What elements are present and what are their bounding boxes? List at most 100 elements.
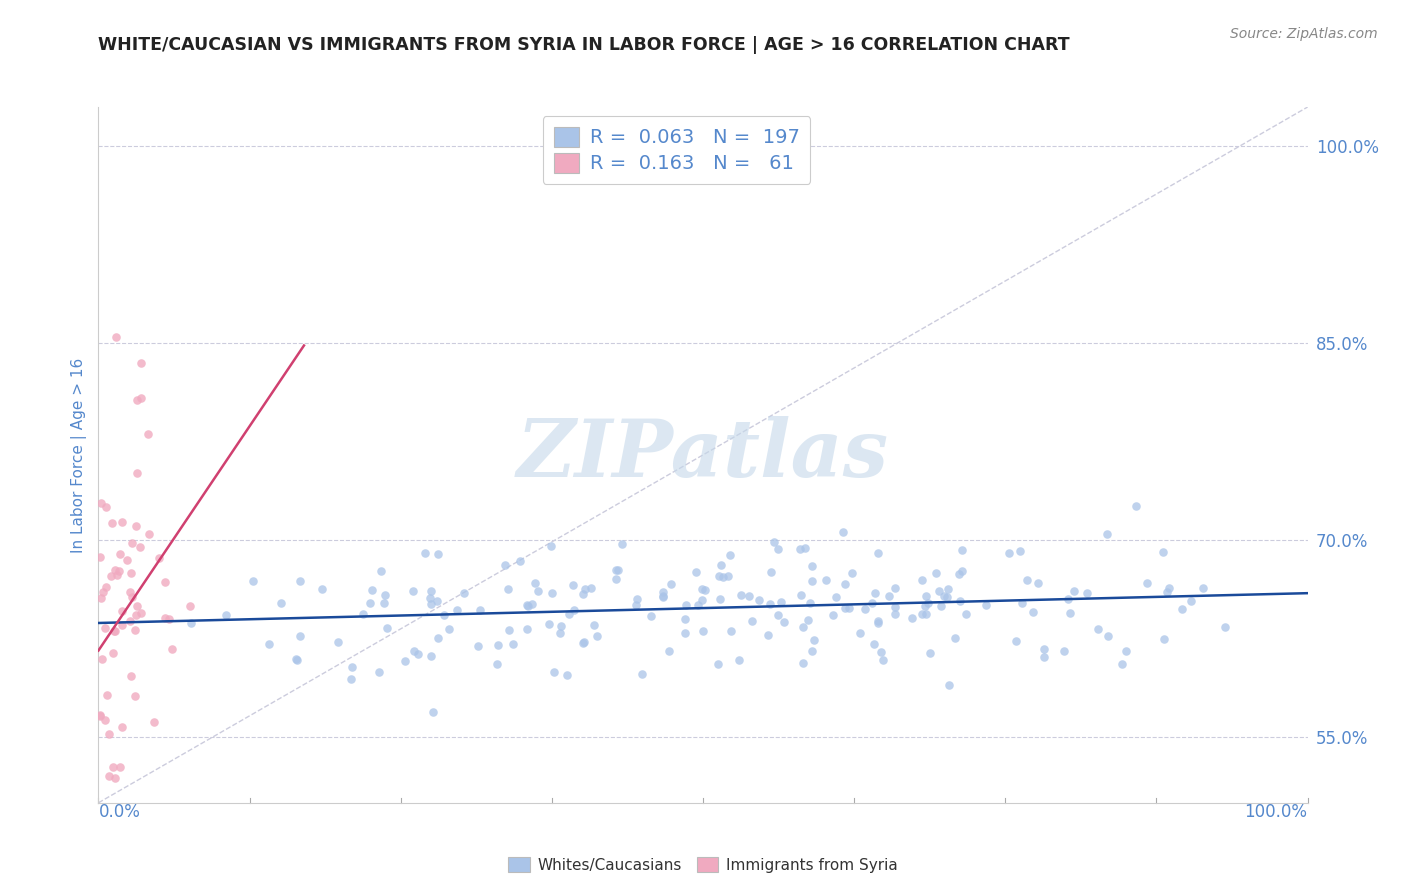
Point [709, 592, 731, 607]
Point [96, 688, 118, 702]
Point [866, 615, 889, 629]
Point [799, 596, 821, 610]
Point [1152, 545, 1174, 559]
Point [131, 356, 153, 370]
Point [540, 539, 562, 553]
Point [730, 588, 752, 602]
Point [692, 593, 714, 607]
Point [453, 586, 475, 600]
Point [790, 588, 813, 602]
Point [582, 617, 605, 632]
Point [914, 607, 936, 621]
Point [420, 583, 443, 598]
Point [517, 599, 540, 613]
Point [311, 582, 333, 596]
Point [426, 593, 449, 607]
Point [111, 516, 134, 530]
Point [142, 715, 165, 730]
Point [605, 572, 627, 586]
Point [420, 648, 443, 663]
Point [766, 541, 789, 556]
Point [402, 583, 425, 598]
Point [121, 536, 143, 550]
Point [104, 330, 127, 344]
Point [803, 633, 825, 648]
Point [1115, 643, 1137, 657]
Point [868, 546, 890, 560]
Point [427, 547, 450, 561]
Point [652, 590, 675, 604]
Point [741, 614, 763, 628]
Point [104, 563, 127, 577]
Point [108, 760, 131, 774]
Point [832, 524, 855, 539]
Point [427, 631, 450, 645]
Point [1097, 629, 1119, 643]
Point [105, 568, 128, 582]
Point [1135, 576, 1157, 591]
Point [370, 564, 392, 578]
Point [761, 566, 783, 580]
Point [98, 727, 121, 741]
Point [1180, 594, 1202, 608]
Point [340, 672, 363, 686]
Point [853, 602, 876, 616]
Point [100, 516, 122, 530]
Point [1213, 620, 1236, 634]
Point [792, 620, 814, 634]
Point [789, 541, 811, 556]
Point [120, 669, 142, 683]
Point [377, 621, 399, 635]
Point [328, 635, 350, 649]
Point [675, 599, 697, 613]
Point [90, 495, 112, 509]
Point [129, 391, 152, 405]
Point [1032, 649, 1054, 664]
Point [1033, 641, 1056, 656]
Point [94, 500, 117, 515]
Point [718, 548, 741, 562]
Point [93, 714, 115, 728]
Point [949, 593, 972, 607]
Point [624, 599, 647, 613]
Point [148, 551, 170, 566]
Point [869, 644, 891, 658]
Point [1015, 573, 1038, 587]
Y-axis label: In Labor Force | Age > 16: In Labor Force | Age > 16 [72, 358, 87, 552]
Point [285, 653, 308, 667]
Point [579, 582, 602, 596]
Point [825, 590, 848, 604]
Point [129, 540, 152, 554]
Point [572, 587, 595, 601]
Point [834, 576, 856, 591]
Point [841, 566, 863, 581]
Point [1008, 544, 1031, 558]
Point [494, 558, 516, 573]
Point [404, 644, 426, 658]
Point [115, 553, 138, 567]
Point [1159, 581, 1181, 595]
Point [717, 569, 740, 583]
Point [496, 582, 519, 597]
Point [711, 569, 734, 583]
Point [486, 639, 509, 653]
Point [1087, 623, 1109, 637]
Point [562, 602, 585, 616]
Point [884, 599, 907, 614]
Point [125, 607, 148, 622]
Point [748, 592, 770, 607]
Point [834, 600, 856, 615]
Point [1053, 644, 1076, 658]
Point [688, 599, 710, 613]
Point [792, 656, 814, 670]
Point [432, 608, 454, 623]
Point [89, 709, 111, 723]
Point [685, 566, 707, 580]
Point [120, 584, 142, 599]
Point [658, 644, 681, 658]
Point [863, 585, 886, 599]
Point [543, 665, 565, 679]
Point [91, 652, 114, 666]
Point [794, 541, 817, 556]
Point [548, 625, 571, 640]
